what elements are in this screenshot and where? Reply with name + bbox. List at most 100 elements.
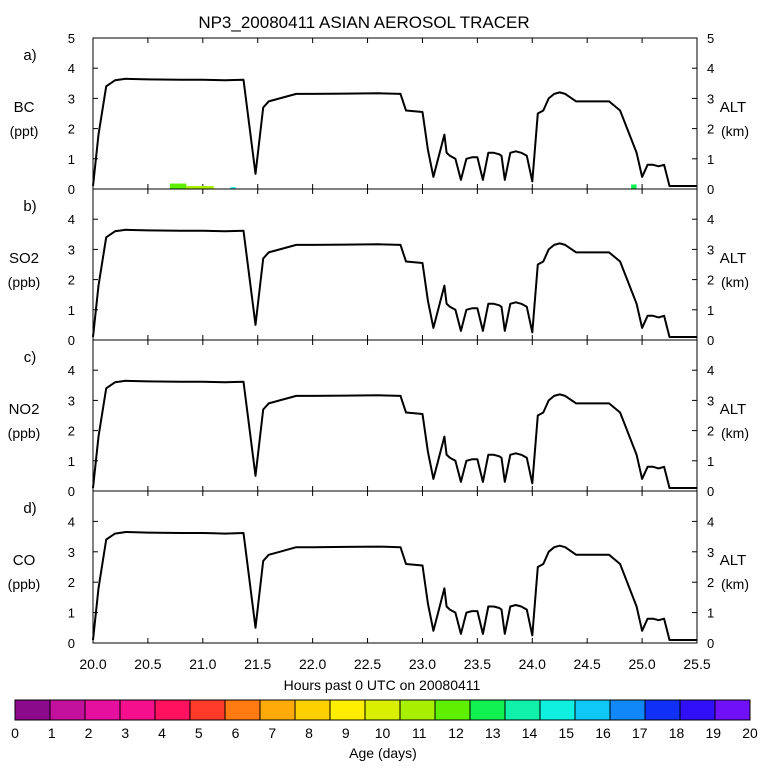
colorbar-swatch (434, 699, 471, 721)
alt-unit-label: (km) (721, 123, 749, 139)
y-tick-label: 1 (68, 303, 75, 318)
altitude-line (92, 77, 697, 187)
colorbar-swatch (399, 699, 436, 721)
y-tick-label: 1 (68, 606, 75, 621)
unit-label: (ppb) (8, 425, 41, 441)
colorbar-tick-label: 10 (375, 725, 391, 741)
alt-label: ALT (720, 401, 746, 418)
y-tick-label: 4 (68, 363, 75, 378)
colorbar-swatch (644, 699, 681, 721)
age-colorbar: 0 1 2 3 4 5 6 7 8 9 10 11 12 13 14 15 16 17 18 19 20 (11, 699, 758, 741)
panel-frame (92, 37, 698, 190)
y-tick-label: 5 (68, 31, 75, 46)
species-label: NO2 (9, 401, 40, 418)
panel-frame (92, 490, 698, 644)
tracer-mark (631, 184, 637, 189)
panel-letter: b) (23, 198, 36, 215)
panel-frame (92, 339, 698, 492)
colorbar-swatch (714, 699, 751, 721)
alt-tick-label: 3 (707, 393, 714, 408)
alt-tick-label: 0 (707, 182, 714, 197)
x-tick-label: 22.5 (354, 656, 381, 672)
alt-tick-label: 2 (707, 575, 714, 590)
alt-tick-label: 0 (707, 333, 714, 348)
y-tick-label: 2 (68, 424, 75, 439)
panels: 0 1 2 3 4 5 0 1 2 3 4 5 a) BC (ppt) ALT (km) 0 1 2 3 4 0 1 2 3 4 b)… (8, 31, 749, 651)
x-tick-label: 23.0 (409, 656, 436, 672)
y-tick-label: 0 (68, 182, 75, 197)
y-tick-label: 3 (68, 91, 75, 106)
alt-unit-label: (km) (721, 576, 749, 592)
colorbar-swatch (49, 699, 86, 721)
colorbar-swatch (294, 699, 331, 721)
alt-tick-label: 4 (707, 61, 714, 76)
chart-title: NP3_20080411 ASIAN AEROSOL TRACER (198, 13, 529, 32)
x-tick-label: 24.5 (574, 656, 601, 672)
colorbar-swatch (224, 699, 261, 721)
colorbar-tick-label: 15 (558, 725, 574, 741)
colorbar-swatch (14, 699, 51, 721)
tracer-mark (186, 185, 214, 189)
alt-tick-label: 1 (707, 454, 714, 469)
alt-tick-label: 4 (707, 514, 714, 529)
colorbar-tick-label: 2 (85, 725, 93, 741)
colorbar-tick-label: 20 (742, 725, 758, 741)
panel-a: 0 1 2 3 4 5 0 1 2 3 4 5 a) BC (ppt) ALT (km) (10, 31, 749, 197)
colorbar-tick-label: 4 (158, 725, 166, 741)
alt-tick-label: 5 (707, 31, 714, 46)
y-tick-label: 0 (68, 333, 75, 348)
colorbar-swatch (504, 699, 541, 721)
colorbar-swatch (154, 699, 191, 721)
x-tick-label: 21.0 (189, 656, 216, 672)
panel-letter: d) (23, 500, 36, 517)
panel-d: 0 1 2 3 4 0 1 2 3 4 d) CO (ppb) ALT (km) (8, 490, 749, 651)
x-tick-label: 23.5 (464, 656, 491, 672)
y-tick-label: 3 (68, 242, 75, 257)
colorbar-tick-label: 5 (195, 725, 203, 741)
x-tick-label: 20.0 (79, 656, 106, 672)
alt-tick-label: 2 (707, 273, 714, 288)
colorbar-tick-label: 17 (632, 725, 648, 741)
y-tick-label: 2 (68, 575, 75, 590)
altitude-line (92, 228, 697, 338)
colorbar-tick-label: 18 (669, 725, 685, 741)
colorbar-tick-label: 14 (522, 725, 538, 741)
x-tick-label: 20.5 (134, 656, 161, 672)
alt-label: ALT (720, 99, 746, 116)
species-label: SO2 (9, 250, 39, 267)
colorbar-tick-label: 1 (48, 725, 56, 741)
alt-tick-label: 3 (707, 242, 714, 257)
alt-tick-label: 2 (707, 122, 714, 137)
colorbar-swatch (679, 699, 716, 721)
y-tick-label: 3 (68, 393, 75, 408)
alt-tick-label: 4 (707, 363, 714, 378)
x-axis-label: Hours past 0 UTC on 20080411 (284, 677, 481, 693)
colorbar-tick-label: 0 (11, 725, 19, 741)
panel-frame (92, 188, 698, 341)
altitude-line (92, 531, 697, 641)
y-tick-label: 4 (68, 514, 75, 529)
colorbar-tick-label: 16 (595, 725, 611, 741)
unit-label: (ppb) (8, 576, 41, 592)
alt-unit-label: (km) (721, 274, 749, 290)
y-tick-label: 4 (68, 61, 75, 76)
colorbar-label: Age (days) (349, 745, 417, 761)
x-tick-label: 25.5 (683, 656, 710, 672)
x-tick-label: 22.0 (299, 656, 326, 672)
species-label: BC (14, 99, 35, 116)
alt-label: ALT (720, 552, 746, 569)
colorbar-swatch (539, 699, 576, 721)
y-tick-label: 2 (68, 122, 75, 137)
altitude-line (92, 379, 697, 489)
colorbar-tick-label: 19 (705, 725, 721, 741)
colorbar-swatch (119, 699, 156, 721)
x-tick-label: 21.5 (244, 656, 271, 672)
x-tick-label: 24.0 (519, 656, 546, 672)
alt-tick-label: 2 (707, 424, 714, 439)
colorbar-swatch (574, 699, 611, 721)
panel-letter: a) (23, 47, 36, 64)
alt-label: ALT (720, 250, 746, 267)
colorbar-tick-label: 7 (268, 725, 276, 741)
colorbar-swatch (259, 699, 296, 721)
